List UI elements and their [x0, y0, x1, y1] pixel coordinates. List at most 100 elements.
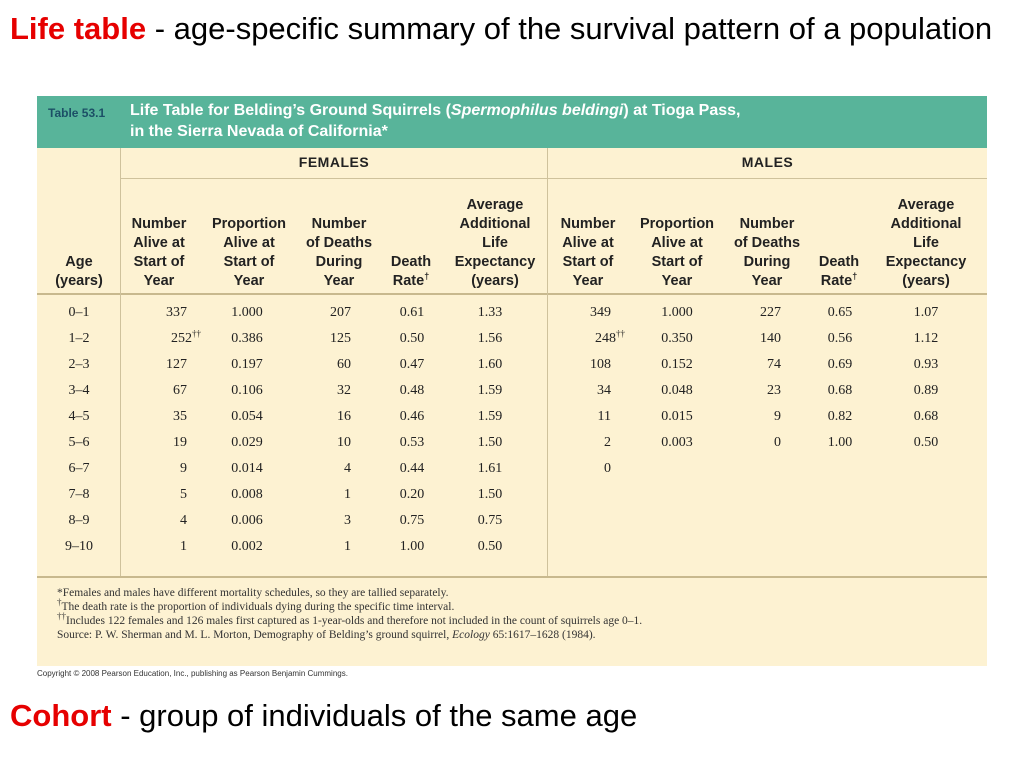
female-cell: 0.20: [399, 487, 425, 502]
female-cell: 1.00: [399, 539, 425, 554]
header-line: Year: [233, 273, 265, 289]
female-cell: 0.53: [399, 435, 425, 450]
female-cell: 67: [173, 383, 187, 398]
male-cell: 0.93: [913, 357, 939, 372]
male-cell: 227: [760, 305, 781, 320]
table-row: 2–3 127 0.197 60 0.47 1.60 108 0.152 74 0.69 0.93: [37, 353, 987, 379]
female-cell: 0.002: [231, 539, 263, 554]
female-cell: 1.61: [477, 461, 503, 476]
header-line: Death: [390, 254, 432, 270]
source-suffix: 65:1617–1628 (1984).: [489, 629, 596, 641]
male-cell: 0.69: [827, 357, 853, 372]
table-title-part1: Life Table for Belding’s Ground Squirrel…: [130, 102, 451, 119]
header-line: Year: [572, 273, 604, 289]
female-cell: 1.59: [477, 409, 503, 424]
female-cell: 1.50: [477, 487, 503, 502]
header-line: Life: [482, 235, 508, 251]
male-cell: 1.12: [913, 331, 939, 346]
header-line: Proportion: [639, 216, 715, 232]
table-footnotes: *Females and males have different mortal…: [57, 586, 977, 642]
female-cell: 1: [344, 487, 351, 502]
table-number: Table 53.1: [48, 106, 106, 120]
table-header-bar: Table 53.1 Life Table for Belding’s Grou…: [37, 96, 987, 148]
male-header-proportion: Proportion Alive at Start of Year: [629, 193, 725, 291]
table-title: Life Table for Belding’s Ground Squirrel…: [130, 100, 970, 142]
header-line: Death: [818, 254, 860, 270]
header-line: Number: [560, 216, 616, 232]
header-line: Number: [131, 216, 187, 232]
source-prefix: Source: P. W. Sherman and M. L. Morton, …: [57, 629, 453, 641]
female-cell: 1: [180, 539, 187, 554]
female-header-expectancy: Average Additional Life Expectancy (years): [443, 193, 547, 291]
age-column-divider: [120, 148, 121, 576]
female-cell: 19: [173, 435, 187, 450]
slide-heading: Life table - age-specific summary of the…: [10, 10, 1010, 48]
double-dagger-mark: ††: [616, 328, 625, 339]
table-row: 1–2 252†† 0.386 125 0.50 1.56 248†† 0.350 140 0.5…: [37, 327, 987, 353]
female-cell: 35: [173, 409, 187, 424]
female-cell: 5: [180, 487, 187, 502]
male-cell: 0.003: [661, 435, 693, 450]
age-cell: 7–8: [68, 487, 90, 502]
female-cell: 0.48: [399, 383, 425, 398]
age-cell: 1–2: [68, 331, 90, 346]
cohort-definition-text: - group of individuals of the same age: [111, 698, 638, 733]
table-row: 3–4 67 0.106 32 0.48 1.59 34 0.048 23 0.68 0.89: [37, 379, 987, 405]
male-cell: 108: [590, 357, 611, 372]
header-line: Year: [143, 273, 175, 289]
age-cell: 8–9: [68, 513, 90, 528]
header-line: (years): [902, 273, 950, 289]
male-cell: 1.00: [827, 435, 853, 450]
male-cell: 0.048: [661, 383, 693, 398]
male-cell: 0: [604, 461, 611, 476]
male-cell: 0.82: [827, 409, 853, 424]
male-cell: 0.89: [913, 383, 939, 398]
male-cell: 349: [590, 305, 611, 320]
female-cell: 4: [180, 513, 187, 528]
female-cell: 0.46: [399, 409, 425, 424]
male-cell: 34: [597, 383, 611, 398]
life-table-definition: - age-specific summary of the survival p…: [146, 11, 993, 46]
male-cell: 74: [767, 357, 781, 372]
footnote-first-captured-mark: ††: [57, 611, 66, 622]
female-cell: 0.008: [231, 487, 263, 502]
female-cell: 0.106: [231, 383, 263, 398]
female-cell: 0.61: [399, 305, 425, 320]
table-row: 6–7 9 0.014 4 0.44 1.61 0: [37, 457, 987, 483]
male-header-expectancy: Average Additional Life Expectancy (years): [871, 193, 981, 291]
header-line: Proportion: [211, 216, 287, 232]
header-line: Start of: [562, 254, 614, 270]
age-cell: 0–1: [68, 305, 90, 320]
male-cell: 0.68: [827, 383, 853, 398]
male-cell: 248††: [595, 328, 625, 346]
female-cell: 16: [337, 409, 351, 424]
female-cell: 1.50: [477, 435, 503, 450]
header-line: Start of: [223, 254, 275, 270]
footnote-first-captured-text: Includes 122 females and 126 males first…: [66, 615, 643, 627]
table-row: 5–6 19 0.029 10 0.53 1.50 2 0.003 0 1.00 0.50: [37, 431, 987, 457]
header-line: Alive at: [133, 235, 185, 251]
header-line: Start of: [133, 254, 185, 270]
male-cell: 1.07: [913, 305, 939, 320]
female-header-rate: Death Rate†: [381, 193, 441, 291]
female-cell: 10: [337, 435, 351, 450]
female-cell: 1.000: [231, 305, 263, 320]
header-line: Average: [897, 197, 955, 213]
female-cell: 127: [166, 357, 187, 372]
cohort-term: Cohort: [10, 698, 112, 733]
female-cell: 337: [166, 305, 187, 320]
cohort-definition: Cohort - group of individuals of the sam…: [10, 697, 1010, 735]
footnote-first-captured: ††Includes 122 females and 126 males fir…: [57, 611, 977, 628]
table-title-species: Spermophilus beldingi: [450, 102, 624, 119]
header-line: Year: [661, 273, 693, 289]
table-row: 8–9 4 0.006 3 0.75 0.75: [37, 509, 987, 535]
age-cell: 5–6: [68, 435, 90, 450]
header-line: Expectancy: [454, 254, 536, 270]
footnote-death-rate-text: The death rate is the proportion of indi…: [61, 601, 455, 613]
female-cell: 0.006: [231, 513, 263, 528]
table-row: 7–8 5 0.008 1 0.20 1.50: [37, 483, 987, 509]
table-title-line2: in the Sierra Nevada of California*: [130, 123, 388, 140]
female-cell: 1.59: [477, 383, 503, 398]
header-line: Life: [913, 235, 939, 251]
footnote-death-rate-mark: †: [57, 597, 62, 608]
